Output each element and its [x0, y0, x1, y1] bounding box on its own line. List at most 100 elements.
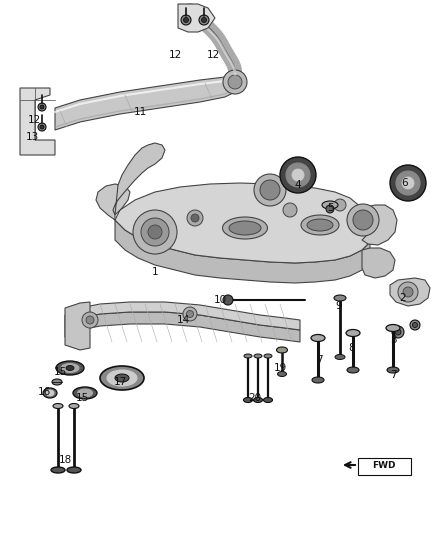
Ellipse shape: [387, 367, 399, 373]
Ellipse shape: [229, 221, 261, 235]
Circle shape: [390, 165, 426, 201]
Ellipse shape: [67, 467, 81, 473]
Polygon shape: [113, 143, 165, 215]
Text: 1: 1: [152, 267, 158, 277]
Text: 18: 18: [58, 455, 72, 465]
Circle shape: [201, 18, 206, 22]
Ellipse shape: [264, 398, 272, 402]
Ellipse shape: [46, 390, 54, 396]
Polygon shape: [20, 88, 55, 155]
Ellipse shape: [61, 364, 79, 373]
FancyBboxPatch shape: [357, 457, 410, 474]
Circle shape: [187, 210, 203, 226]
Polygon shape: [55, 73, 235, 130]
Text: 11: 11: [134, 107, 147, 117]
Circle shape: [199, 15, 209, 25]
Circle shape: [40, 105, 44, 109]
Text: 12: 12: [27, 115, 41, 125]
Circle shape: [40, 125, 44, 129]
Circle shape: [38, 123, 46, 131]
Text: 2: 2: [400, 293, 406, 303]
Polygon shape: [96, 184, 130, 220]
Ellipse shape: [346, 329, 360, 336]
Circle shape: [286, 163, 310, 187]
Circle shape: [396, 171, 420, 195]
Ellipse shape: [254, 398, 262, 402]
Circle shape: [392, 326, 404, 338]
Circle shape: [260, 180, 280, 200]
Ellipse shape: [107, 370, 137, 386]
Circle shape: [334, 199, 346, 211]
Ellipse shape: [69, 403, 79, 408]
Ellipse shape: [73, 387, 97, 399]
Text: 3: 3: [390, 335, 396, 345]
Text: 6: 6: [402, 178, 408, 188]
Ellipse shape: [244, 354, 252, 358]
Ellipse shape: [66, 366, 74, 370]
Text: 13: 13: [25, 132, 39, 142]
Polygon shape: [65, 302, 300, 330]
Ellipse shape: [278, 372, 286, 376]
Polygon shape: [390, 278, 430, 306]
Circle shape: [395, 329, 401, 335]
Circle shape: [292, 169, 304, 181]
Circle shape: [353, 210, 373, 230]
Text: 19: 19: [273, 363, 286, 373]
Circle shape: [228, 75, 242, 89]
Text: 15: 15: [75, 393, 88, 403]
Circle shape: [187, 311, 194, 318]
Polygon shape: [178, 4, 215, 32]
Circle shape: [410, 320, 420, 330]
Ellipse shape: [56, 361, 84, 375]
Text: 16: 16: [37, 387, 51, 397]
Circle shape: [413, 322, 417, 327]
Ellipse shape: [276, 347, 287, 353]
Circle shape: [133, 210, 177, 254]
Ellipse shape: [335, 354, 345, 359]
Text: 15: 15: [53, 367, 67, 377]
Ellipse shape: [115, 374, 129, 382]
Circle shape: [38, 103, 46, 111]
Text: FWD: FWD: [372, 462, 396, 471]
Text: 4: 4: [295, 180, 301, 190]
Circle shape: [254, 174, 286, 206]
Circle shape: [191, 214, 199, 222]
Polygon shape: [362, 205, 397, 245]
Ellipse shape: [301, 215, 339, 235]
Circle shape: [402, 177, 414, 189]
Ellipse shape: [347, 367, 359, 373]
Ellipse shape: [223, 217, 268, 239]
Circle shape: [183, 307, 197, 321]
Text: 7: 7: [390, 370, 396, 380]
Text: 8: 8: [349, 343, 355, 353]
Polygon shape: [115, 183, 372, 263]
Polygon shape: [362, 248, 395, 278]
Text: 5: 5: [327, 203, 333, 213]
Ellipse shape: [244, 398, 252, 402]
Ellipse shape: [322, 201, 338, 209]
Text: 7: 7: [316, 355, 322, 365]
Ellipse shape: [254, 354, 262, 358]
Circle shape: [86, 316, 94, 324]
Text: 14: 14: [177, 315, 190, 325]
Circle shape: [141, 218, 169, 246]
Ellipse shape: [52, 379, 62, 385]
Ellipse shape: [51, 467, 65, 473]
Ellipse shape: [386, 325, 400, 332]
Ellipse shape: [264, 354, 272, 358]
Circle shape: [82, 312, 98, 328]
Ellipse shape: [312, 377, 324, 383]
Text: 17: 17: [113, 377, 127, 387]
Circle shape: [280, 157, 316, 193]
Circle shape: [184, 18, 188, 22]
Ellipse shape: [311, 335, 325, 342]
Circle shape: [326, 205, 334, 213]
Text: 12: 12: [206, 50, 219, 60]
Circle shape: [148, 225, 162, 239]
Text: 10: 10: [213, 295, 226, 305]
Polygon shape: [115, 220, 370, 283]
Circle shape: [223, 70, 247, 94]
Ellipse shape: [78, 389, 92, 397]
Ellipse shape: [43, 388, 57, 398]
Circle shape: [347, 204, 379, 236]
